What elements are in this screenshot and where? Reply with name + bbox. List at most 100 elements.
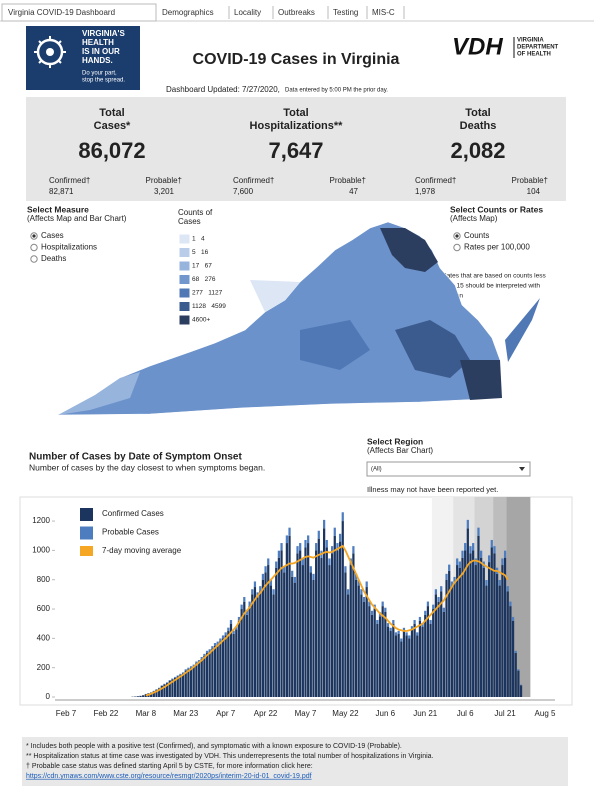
bar	[320, 557, 323, 697]
tab-label[interactable]: Locality	[234, 8, 261, 17]
bar	[392, 623, 395, 697]
bar	[176, 675, 179, 677]
bar	[229, 623, 233, 697]
bar	[453, 576, 456, 583]
radio[interactable]	[453, 243, 461, 252]
bar	[216, 641, 219, 645]
tab-label[interactable]: MIS-C	[372, 8, 395, 17]
summary-title: Total	[465, 107, 490, 119]
footer	[22, 737, 568, 786]
radio-label[interactable]: Rates per 100,000	[464, 243, 530, 252]
bar	[184, 670, 187, 697]
bar	[312, 579, 315, 697]
tab-label[interactable]: Virginia COVID-19 Dashboard	[8, 8, 115, 17]
radio-label[interactable]: Cases	[41, 231, 64, 240]
bar	[370, 614, 374, 697]
tab-label[interactable]: Outbreaks	[278, 8, 315, 17]
bar	[341, 521, 344, 697]
bar	[487, 555, 491, 563]
bar	[200, 656, 203, 659]
logo-text: IS IN OUR	[82, 47, 120, 56]
radio-label[interactable]: Hospitalizations	[41, 243, 97, 252]
bar	[259, 591, 262, 697]
footnote-link[interactable]: https://cdn.ymaws.com/www.cste.org/resou…	[26, 773, 312, 780]
bar	[232, 630, 235, 634]
bar	[160, 686, 163, 697]
bar	[288, 535, 291, 697]
bar	[437, 601, 440, 697]
y-tick-label: 0	[46, 692, 51, 701]
bar	[341, 512, 344, 522]
dropdown-arrow[interactable]	[519, 467, 525, 471]
bar	[304, 547, 307, 697]
tab-label[interactable]: Testing	[333, 8, 358, 17]
summary-title: Hospitalizations**	[250, 120, 344, 132]
bar	[280, 550, 283, 697]
bar	[477, 527, 480, 536]
bar	[336, 543, 339, 551]
region-value[interactable]: (All)	[371, 467, 382, 473]
bar	[173, 676, 177, 678]
bar	[253, 581, 257, 588]
bar	[181, 672, 185, 674]
bar	[357, 585, 360, 697]
radio-label[interactable]: Counts	[464, 231, 489, 240]
bar	[168, 679, 171, 681]
header: VIRGINIA'S HEALTH IS IN OUR HANDS. Do yo…	[26, 26, 559, 94]
legend-swatch	[178, 233, 191, 245]
confirmed-value: 1,978	[415, 187, 436, 196]
bar	[498, 585, 501, 697]
radio[interactable]	[30, 255, 38, 263]
bar	[330, 553, 334, 697]
bar	[176, 676, 179, 697]
bar	[485, 585, 488, 697]
bar	[232, 633, 235, 697]
y-tick-label: 200	[37, 663, 51, 672]
logo-tagline: stop the spread.	[82, 78, 125, 84]
bar	[219, 638, 222, 642]
bar	[283, 566, 286, 573]
bar	[227, 627, 230, 632]
bar	[272, 594, 275, 697]
chart: 0 200 400 600 800 1000 1200 Feb 7 Feb 22 Mar 8 Mar…	[32, 497, 556, 718]
bar	[397, 630, 400, 634]
bar	[291, 570, 294, 577]
bar	[421, 626, 424, 697]
bar	[216, 644, 219, 697]
bar	[328, 565, 331, 697]
bar	[301, 558, 304, 566]
bar	[261, 579, 265, 697]
bar	[362, 597, 366, 602]
bar	[416, 635, 419, 697]
bar	[325, 547, 328, 697]
tab[interactable]	[1, 3, 157, 22]
region-dropdown[interactable]	[366, 461, 531, 477]
bar	[267, 565, 270, 697]
bar	[213, 643, 217, 646]
bar	[386, 623, 390, 627]
control-subtitle: (Affects Map)	[450, 214, 498, 223]
bar	[264, 572, 267, 697]
radio[interactable]	[30, 243, 38, 252]
radio-label[interactable]: Deaths	[41, 254, 66, 263]
bar	[458, 561, 461, 568]
bar	[152, 691, 155, 697]
radio-dot[interactable]	[455, 234, 459, 238]
bar	[304, 539, 307, 548]
bar	[440, 586, 443, 592]
bar	[237, 616, 241, 621]
bar	[448, 564, 451, 571]
bar	[139, 695, 142, 697]
bar	[376, 620, 379, 624]
footnote: † Probable case status was defined start…	[26, 763, 313, 770]
bar	[477, 535, 480, 697]
bar	[208, 651, 211, 697]
tab-label[interactable]: Demographics	[162, 8, 214, 17]
bar	[495, 573, 499, 697]
page-title: COVID-19 Cases in Virginia	[193, 51, 400, 68]
bar	[365, 581, 368, 588]
bar	[442, 607, 445, 612]
annotation: Illness may not have been reported yet.	[367, 485, 498, 494]
radio-dot[interactable]	[32, 234, 36, 238]
bar	[346, 594, 350, 697]
